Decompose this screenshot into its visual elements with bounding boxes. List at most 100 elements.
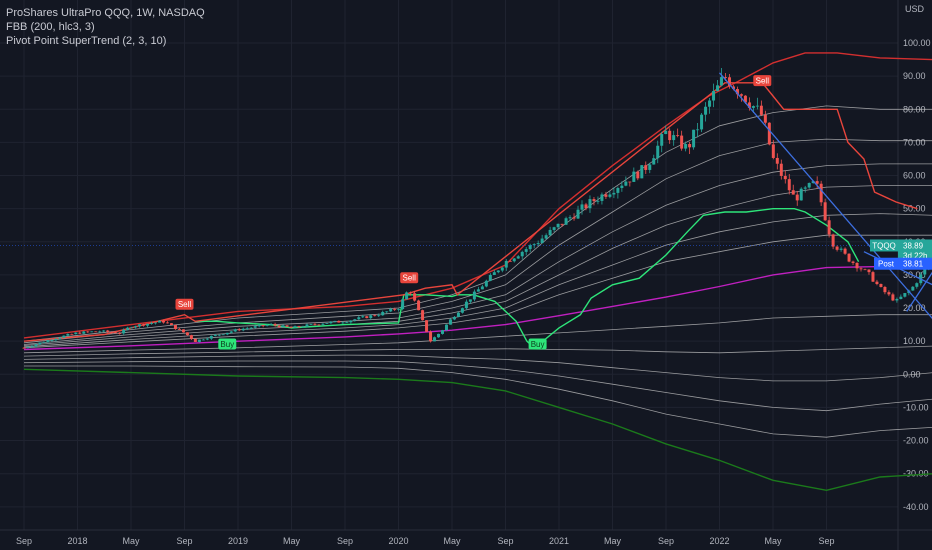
- price-tag: [898, 239, 932, 262]
- candle-body: [142, 324, 146, 326]
- candle-body: [684, 144, 688, 149]
- inner-band-line: [23, 234, 932, 349]
- price-tag-countdown: 3d 22h: [903, 251, 927, 260]
- candle-body: [468, 299, 472, 302]
- candle-body: [668, 130, 672, 141]
- candle-body: [281, 325, 285, 328]
- upper-band-line: [23, 52, 932, 339]
- candle-body: [38, 342, 42, 345]
- candle-body: [716, 85, 720, 92]
- candle-body: [763, 114, 767, 123]
- candle-body: [516, 256, 520, 259]
- candle-body: [158, 320, 162, 323]
- candles[interactable]: [22, 67, 932, 349]
- x-tick-label: May: [604, 536, 622, 546]
- candle-body: [237, 329, 241, 331]
- candle-body: [30, 346, 34, 348]
- x-tick-label: Sep: [497, 536, 513, 546]
- candle-body: [70, 333, 74, 335]
- indicator-supertrend[interactable]: Pivot Point SuperTrend (2, 3, 10): [6, 35, 167, 47]
- candle-body: [456, 312, 460, 317]
- candle-body: [747, 102, 751, 108]
- candle-body: [731, 86, 735, 90]
- candle-body: [771, 144, 775, 158]
- candle-body: [903, 293, 907, 297]
- symbol-tag: [870, 239, 898, 252]
- candle-body: [173, 324, 177, 330]
- candle-body: [122, 329, 126, 334]
- candle-body: [568, 217, 572, 219]
- candle-body: [62, 335, 66, 338]
- candle-body: [233, 329, 237, 332]
- candle-body: [353, 319, 357, 321]
- candle-body: [301, 326, 305, 328]
- candle-body: [66, 333, 70, 336]
- candle-body: [201, 339, 205, 341]
- x-tick-label: 2021: [549, 536, 569, 546]
- candle-body: [225, 332, 229, 335]
- candle-body: [181, 329, 185, 333]
- trendline[interactable]: [906, 222, 932, 312]
- candle-body: [293, 326, 297, 328]
- candle-body: [333, 320, 337, 322]
- candle-body: [429, 331, 433, 342]
- candle-body: [58, 337, 62, 339]
- candle-body: [361, 316, 365, 318]
- y-tick-label: -30.00: [903, 469, 929, 479]
- candle-body: [126, 327, 130, 330]
- candle-body: [444, 324, 448, 331]
- candle-body: [879, 284, 883, 287]
- candle-body: [548, 229, 552, 236]
- candle-body: [373, 315, 377, 317]
- candle-body: [197, 339, 201, 342]
- candle-body: [923, 268, 927, 275]
- candle-body: [915, 283, 919, 287]
- candle-body: [305, 324, 309, 327]
- buy-signal-label: Buy: [531, 340, 545, 349]
- candle-body: [556, 223, 560, 228]
- candle-body: [249, 327, 253, 329]
- candle-body: [261, 325, 265, 326]
- candle-body: [441, 330, 445, 334]
- candle-body: [106, 330, 110, 332]
- candle-body: [628, 181, 632, 183]
- candle-body: [632, 171, 636, 182]
- candle-body: [118, 333, 122, 334]
- candle-body: [313, 324, 317, 325]
- x-axis[interactable]: Sep 2018 May Sep 2019 May Sep 2020 May Sep 2021 May…: [16, 536, 835, 546]
- indicator-fbb[interactable]: FBB (200, hlc3, 3): [6, 21, 95, 33]
- candle-body: [779, 163, 783, 176]
- x-tick-label: Sep: [658, 536, 674, 546]
- candle-body: [751, 106, 755, 108]
- trendline[interactable]: [719, 72, 932, 345]
- candle-body: [791, 190, 795, 195]
- candle-body: [110, 331, 114, 333]
- candle-body: [743, 95, 747, 103]
- candle-body: [325, 323, 329, 324]
- symbol-title[interactable]: ProShares UltraPro QQQ, 1W, NASDAQ: [6, 7, 205, 19]
- candle-body: [42, 342, 46, 344]
- candle-body: [309, 324, 313, 325]
- candle-body: [827, 220, 831, 235]
- candle-body: [656, 145, 660, 159]
- candle-body: [241, 328, 245, 331]
- inner-band-line: [24, 365, 932, 438]
- sell-signal-tag: [175, 298, 194, 310]
- candle-body: [289, 326, 293, 328]
- buy-signal-tag: [528, 338, 547, 350]
- candle-body: [727, 77, 731, 87]
- candle-body: [472, 291, 476, 300]
- candle-body: [417, 300, 421, 311]
- candle-body: [696, 129, 700, 131]
- candle-body: [82, 331, 86, 334]
- candle-body: [205, 338, 209, 340]
- price-tag-value: 38.89: [903, 241, 924, 250]
- sell-signal-label: Sell: [756, 77, 770, 86]
- candle-body: [448, 319, 452, 325]
- x-tick-label: Sep: [818, 536, 834, 546]
- y-tick-label: 100.00: [903, 38, 931, 48]
- candle-body: [102, 330, 106, 332]
- candle-body: [98, 331, 102, 333]
- candle-body: [859, 268, 863, 270]
